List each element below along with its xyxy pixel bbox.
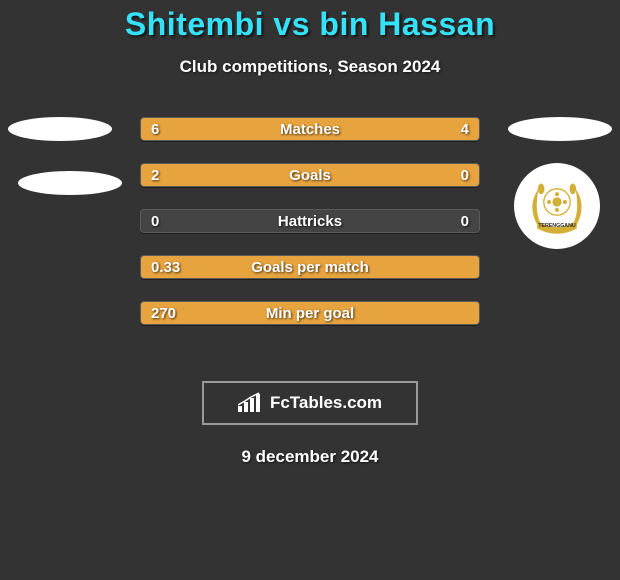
stat-bar: 6Matches4	[140, 117, 480, 141]
stat-bar: 270Min per goal	[140, 301, 480, 325]
page-title: Shitembi vs bin Hassan	[0, 6, 620, 43]
terengganu-crest-icon: TERENGGANU	[524, 173, 590, 239]
stat-right-value: 0	[461, 210, 469, 233]
fctables-logo-box: FcTables.com	[202, 381, 418, 425]
badge-ribbon-text: TERENGGANU	[538, 223, 576, 229]
right-player-avatar-1	[508, 117, 612, 141]
stat-label: Hattricks	[141, 210, 479, 233]
stat-right-value: 0	[461, 164, 469, 187]
date-line: 9 december 2024	[0, 447, 620, 467]
stat-bars: 6Matches42Goals00Hattricks00.33Goals per…	[140, 117, 480, 347]
subtitle: Club competitions, Season 2024	[0, 57, 620, 77]
stat-right-value: 4	[461, 118, 469, 141]
stat-label: Goals per match	[141, 256, 479, 279]
stat-label: Goals	[141, 164, 479, 187]
comparison-stage: TERENGGANU 6Matches42Goals00Hattricks00.…	[0, 117, 620, 357]
stat-bar: 0Hattricks0	[140, 209, 480, 233]
left-player-avatar-2	[18, 171, 122, 195]
stat-label: Min per goal	[141, 302, 479, 325]
stat-label: Matches	[141, 118, 479, 141]
right-team-badge: TERENGGANU	[514, 163, 600, 249]
stat-bar: 2Goals0	[140, 163, 480, 187]
fctables-text: FcTables.com	[270, 393, 382, 413]
bar-chart-icon	[238, 392, 264, 414]
stat-bar: 0.33Goals per match	[140, 255, 480, 279]
left-player-avatar-1	[8, 117, 112, 141]
